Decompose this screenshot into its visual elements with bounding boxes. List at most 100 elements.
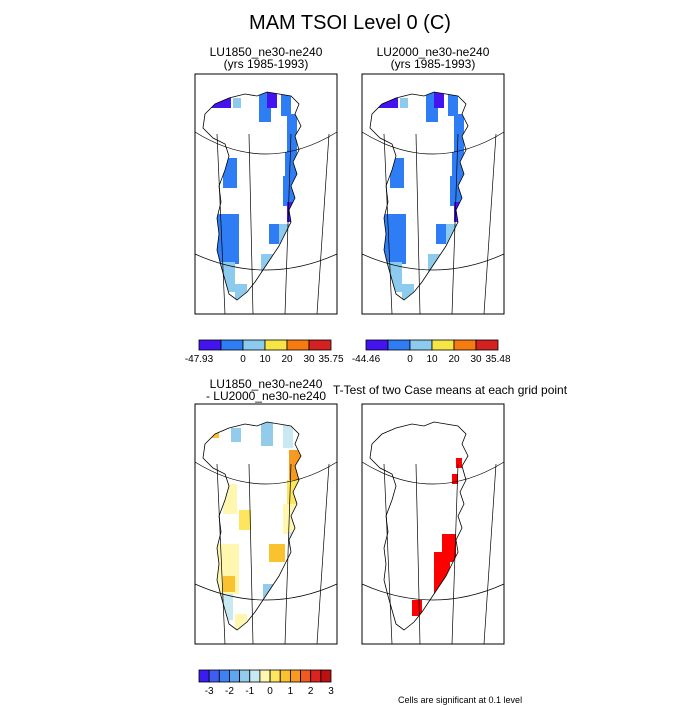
colorbar-tick-label: 30 (303, 354, 315, 365)
colorbar-swatch (242, 339, 266, 351)
colorbar-swatch (387, 339, 411, 351)
grid-cell (261, 422, 273, 446)
graticule-line (415, 463, 421, 645)
map-frame (194, 73, 338, 315)
panel-title-line: LU2000_ne30-ne240 (376, 45, 490, 59)
colorbar-tick-label: 2 (308, 686, 314, 697)
graticule-line (248, 463, 254, 645)
colorbar-tick-label: 1 (288, 686, 294, 697)
graticule-line (284, 463, 292, 645)
panel-title-lu1850: LU1850_ne30-ne240 (yrs 1985-1993) (195, 46, 337, 70)
grid-cell (448, 92, 458, 116)
map-panel-lu1850 (194, 73, 338, 315)
colorbar-swatch (308, 339, 332, 351)
map-panel-ttest (361, 403, 505, 645)
grid-cell (231, 428, 241, 442)
grid-cell (454, 114, 464, 154)
colorbar-swatch (310, 669, 322, 683)
grid-cell (287, 114, 297, 154)
colorbar-swatch (198, 669, 210, 683)
grid-cell (283, 424, 293, 448)
colorbar-swatch (229, 669, 241, 683)
colorbar-tick-label: -47.93 (185, 354, 214, 365)
colorbar-lu1850: -47.93 0 10 20 30 35.75 (185, 339, 344, 365)
graticule-line (483, 133, 497, 315)
graticule-line (451, 463, 459, 645)
graticule-line (316, 133, 330, 315)
grid-cell (434, 92, 444, 108)
colorbar-swatch (279, 669, 291, 683)
colorbar-tick-label: 0 (407, 354, 413, 365)
colorbar-swatch (264, 339, 288, 351)
colorbar-tick-label: 10 (259, 354, 271, 365)
colorbar-swatch (259, 669, 271, 683)
graticule-line (194, 461, 338, 485)
colorbar-tick-label: -44.46 (352, 354, 381, 365)
grid-cell (281, 92, 291, 116)
colorbar-tick-label: 35.75 (318, 354, 343, 365)
graticule-line (284, 133, 292, 315)
panel-title-line: T-Test of two Case means at each grid po… (332, 383, 568, 397)
colorbar-swatch (220, 339, 244, 351)
colorbar-tick-label: 0 (240, 354, 246, 365)
colorbar-tick-label: 0 (267, 686, 273, 697)
colorbar-swatch (198, 339, 222, 351)
graticule-line (361, 131, 505, 155)
grid-cell (233, 98, 241, 108)
colorbar-swatch (320, 669, 332, 683)
colorbar-diff: -3 -2 -1 0 1 2 3 (198, 669, 334, 697)
graticule-line (361, 461, 505, 485)
colorbar-swatch (300, 669, 312, 683)
panel-title-diff: LU1850_ne30-ne240 - LU2000_ne30-ne240 (195, 378, 337, 402)
colorbar-tick-label: 35.48 (485, 354, 510, 365)
panel-title-line: LU1850_ne30-ne240 (209, 377, 323, 391)
significance-note: Cells are significant at 0.1 level (398, 695, 523, 705)
coastline (202, 91, 302, 301)
panel-title-line: (yrs 1985-1993) (223, 57, 309, 71)
graticule-line (216, 463, 226, 645)
graticule-line (194, 131, 338, 155)
figure-title: MAM TSOI Level 0 (C) (249, 12, 451, 34)
colorbar-swatch (249, 669, 261, 683)
grid-cell (223, 576, 235, 592)
panel-title-line: LU1850_ne30-ne240 (209, 45, 323, 59)
graticule-line (316, 463, 330, 645)
grid-cell (269, 544, 285, 562)
graticule-line (383, 133, 393, 315)
grid-cell (239, 510, 251, 530)
map-frame (194, 403, 338, 645)
colorbar-tick-label: -1 (245, 686, 254, 697)
grid-cell (412, 600, 422, 616)
graticule-line (383, 463, 393, 645)
colorbar-swatch (365, 339, 389, 351)
colorbar-tick-label: 20 (448, 354, 460, 365)
colorbar-swatch (453, 339, 477, 351)
graticule-line (451, 133, 459, 315)
colorbar-tick-label: 3 (328, 686, 334, 697)
coastline (369, 91, 469, 301)
colorbar-swatch (475, 339, 499, 351)
colorbar-tick-label: 20 (281, 354, 293, 365)
graticule-line (415, 133, 421, 315)
graticule-line (483, 463, 497, 645)
grid-cell (456, 458, 462, 468)
map-frame (361, 73, 505, 315)
colorbar-tick-label: 10 (426, 354, 438, 365)
colorbar-swatch (431, 339, 455, 351)
grid-cell (452, 474, 458, 484)
colorbar-swatch (289, 669, 301, 683)
colorbar-swatch (409, 339, 433, 351)
coastline (202, 421, 302, 631)
panel-title-line: (yrs 1985-1993) (390, 57, 476, 71)
coastline (369, 421, 469, 631)
panel-title-lu2000: LU2000_ne30-ne240 (yrs 1985-1993) (362, 46, 504, 70)
grid-cell (382, 214, 406, 264)
colorbar-tick-label: -2 (225, 686, 234, 697)
grid-cell (436, 224, 448, 244)
graticule-line (216, 133, 226, 315)
grid-cell (215, 214, 239, 264)
colorbar-swatch (218, 669, 230, 683)
colorbar-tick-label: 30 (470, 354, 482, 365)
graticule-line (248, 133, 254, 315)
colorbar-swatch (269, 669, 281, 683)
